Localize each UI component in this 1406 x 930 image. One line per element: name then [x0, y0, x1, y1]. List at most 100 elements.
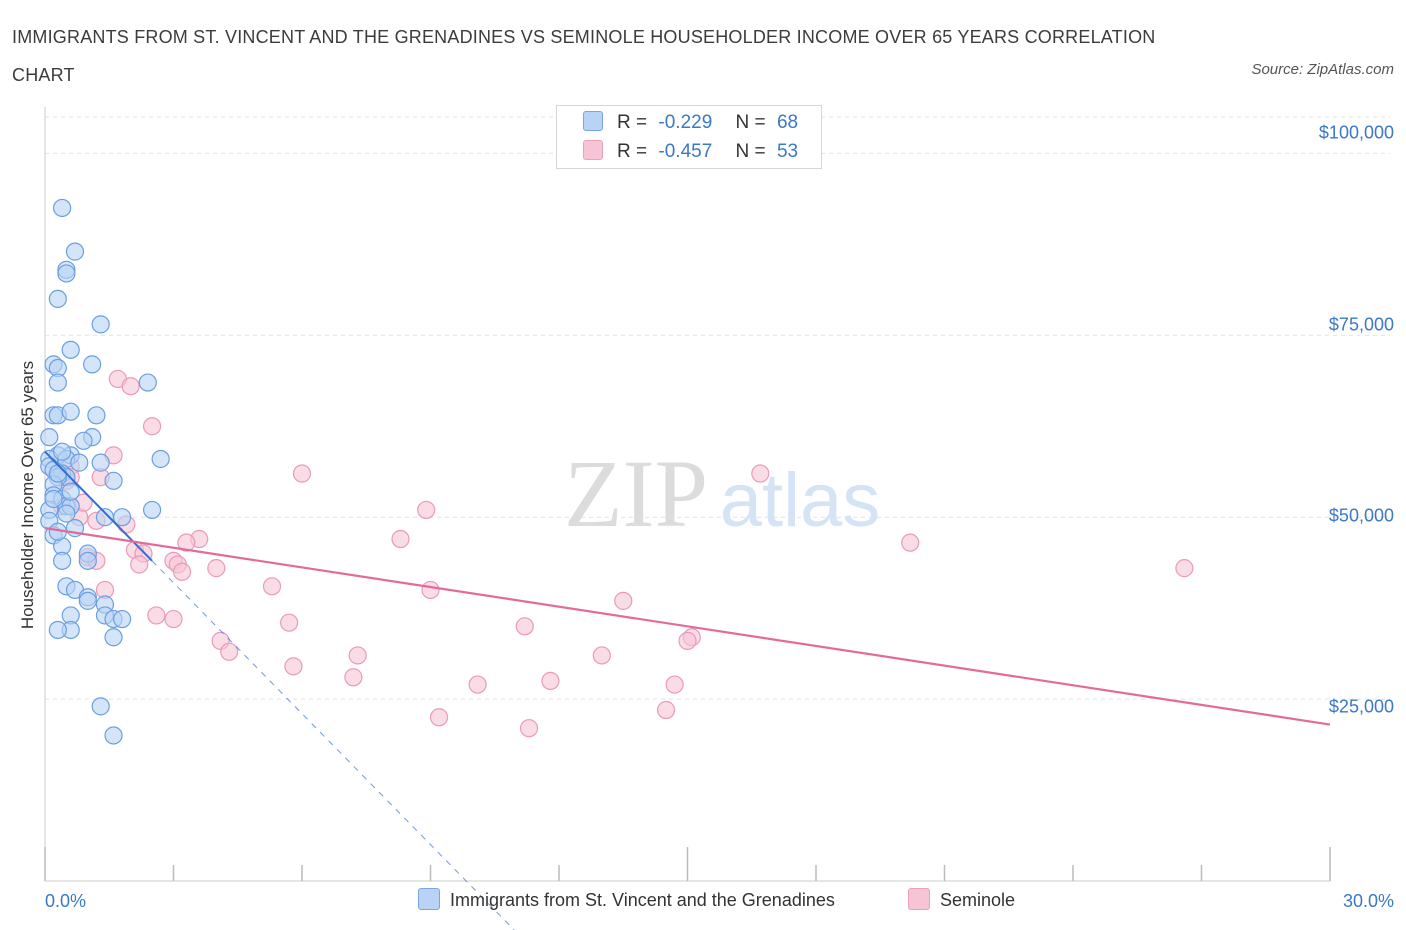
n-value: 53	[776, 141, 799, 162]
data-point	[151, 449, 170, 469]
y-tick-label: $100,000	[1318, 122, 1394, 143]
series-legend-seminole[interactable]: Seminole	[908, 888, 1015, 911]
seminole-points	[48, 369, 1194, 738]
series-name: Immigrants from St. Vincent and the Gren…	[450, 890, 835, 910]
data-point	[207, 559, 226, 578]
blue-swatch-icon	[418, 888, 440, 910]
data-point	[112, 609, 132, 629]
data-point	[656, 700, 676, 720]
chart-title: IMMIGRANTS FROM ST. VINCENT AND THE GREN…	[12, 27, 1156, 85]
data-point	[104, 628, 123, 647]
data-point	[751, 464, 770, 483]
watermark-zip: ZIP	[564, 440, 708, 547]
seminole-trend-line	[44, 527, 1331, 726]
data-point	[53, 442, 72, 461]
data-point	[70, 453, 89, 472]
correlation-legend: R = -0.229 N = 68 R = -0.457 N = 53	[556, 105, 822, 169]
data-point	[280, 613, 299, 632]
data-point	[61, 482, 80, 501]
data-point	[138, 373, 157, 392]
watermark-atlas: atlas	[720, 458, 881, 543]
y-axis-label: Householder Income Over 65 years	[18, 360, 37, 630]
data-point	[78, 591, 97, 610]
data-point	[78, 551, 97, 570]
data-point	[130, 555, 149, 574]
r-value: -0.229	[658, 112, 713, 133]
data-point	[429, 708, 449, 727]
data-point	[292, 464, 312, 483]
data-point	[61, 402, 80, 421]
data-point	[44, 489, 63, 509]
data-point	[87, 406, 106, 425]
y-tick-label: $50,000	[1328, 505, 1394, 526]
gridlines	[45, 116, 1390, 700]
data-point	[901, 533, 920, 552]
data-point	[48, 289, 67, 309]
data-point	[65, 242, 85, 261]
data-point	[665, 675, 684, 694]
data-point	[515, 617, 534, 636]
data-point	[421, 580, 440, 600]
data-point	[344, 668, 363, 687]
data-point	[57, 504, 76, 523]
legend-row-seminole: R = -0.457 N = 53	[583, 140, 798, 166]
n-label: N =	[735, 112, 766, 133]
n-value: 68	[776, 112, 799, 133]
y-tick-label: $75,000	[1328, 314, 1394, 335]
data-point	[519, 719, 539, 738]
data-point	[48, 620, 67, 640]
data-point	[142, 500, 162, 520]
data-point	[284, 657, 303, 676]
data-point	[53, 551, 72, 570]
x-tick-label-min: 0.0%	[45, 891, 87, 911]
data-point	[40, 428, 59, 447]
data-point	[74, 431, 93, 450]
r-value: -0.457	[658, 141, 713, 162]
data-point	[172, 562, 192, 581]
series-name: Seminole	[940, 890, 1016, 910]
series-legend-immigrants[interactable]: Immigrants from St. Vincent and the Gren…	[418, 888, 835, 911]
y-tick-label: $25,000	[1328, 696, 1394, 717]
data-point	[541, 671, 560, 691]
data-point	[164, 609, 183, 629]
data-point	[262, 577, 282, 596]
data-point	[614, 591, 633, 610]
immigrants-points	[40, 198, 170, 745]
data-point	[61, 340, 80, 359]
data-point	[177, 533, 196, 552]
data-point	[121, 377, 140, 396]
data-point	[391, 529, 410, 549]
pink-swatch-icon	[908, 888, 930, 910]
data-point	[348, 646, 367, 665]
data-point	[95, 508, 115, 527]
data-point	[468, 675, 487, 694]
data-point	[147, 606, 166, 625]
x-tick-label-max: 30.0%	[1342, 891, 1394, 911]
data-point	[104, 471, 123, 490]
data-point	[220, 642, 239, 661]
r-label: R =	[617, 141, 648, 162]
r-label: R =	[617, 112, 648, 133]
data-point	[142, 417, 162, 436]
data-point	[57, 264, 76, 283]
watermark: ZIP atlas	[564, 440, 880, 547]
data-point	[48, 373, 67, 392]
pink-swatch-icon	[583, 140, 603, 160]
data-point	[91, 453, 110, 472]
data-point	[91, 697, 110, 716]
trend-lines	[44, 451, 1331, 930]
data-point	[104, 726, 123, 745]
legend-row-immigrants: R = -0.229 N = 68	[583, 111, 798, 137]
data-point	[592, 646, 611, 665]
n-label: N =	[735, 141, 766, 162]
data-point	[678, 631, 697, 650]
data-point	[91, 315, 110, 334]
data-point	[53, 198, 72, 218]
data-point	[48, 464, 67, 483]
immigrants-trend-extension	[151, 560, 515, 930]
data-point	[1175, 559, 1194, 578]
data-point	[417, 500, 436, 520]
data-point	[83, 355, 102, 374]
blue-swatch-icon	[583, 111, 603, 131]
